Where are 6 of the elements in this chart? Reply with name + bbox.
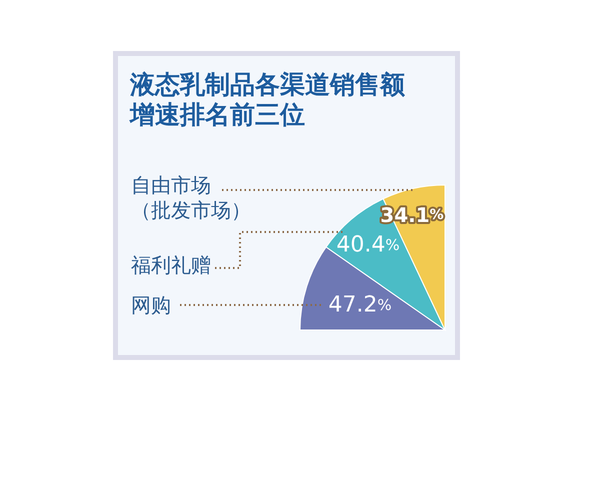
slice-label: 福利礼赠: [131, 253, 211, 277]
data-label: 47.2%: [328, 292, 392, 318]
slice-label: 自由市场（批发市场）: [131, 173, 251, 222]
chart-title: 液态乳制品各渠道销售额增速排名前三位: [130, 70, 406, 130]
data-label: 40.4%: [336, 232, 400, 258]
slice-label: 网购: [131, 293, 171, 317]
